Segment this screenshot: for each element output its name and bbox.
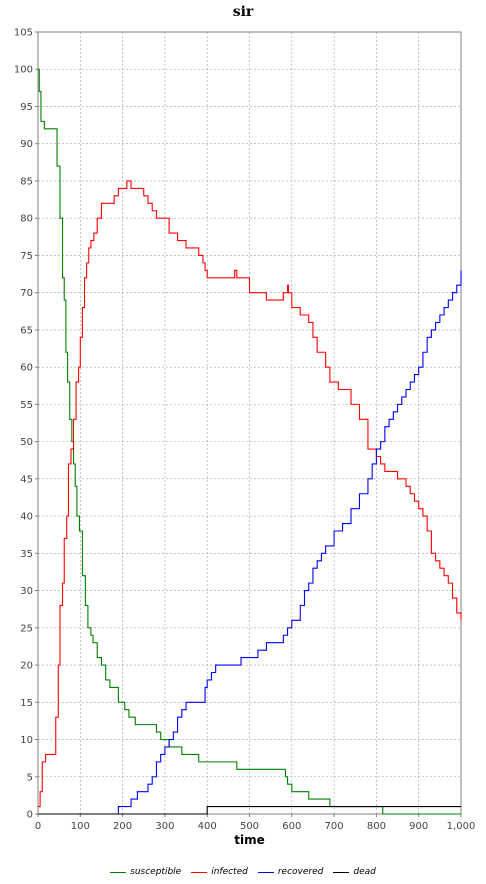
x-tick-label: 1,000: [447, 821, 476, 832]
x-tick-label: 500: [240, 821, 259, 832]
y-tick-label: 95: [20, 102, 33, 113]
series-line-dead: [38, 806, 461, 815]
x-tick-label: 0: [35, 821, 41, 832]
y-tick-label: 100: [14, 65, 33, 76]
chart-title: sir: [232, 4, 254, 20]
y-tick-label: 10: [20, 735, 33, 746]
y-tick-label: 55: [20, 400, 33, 411]
legend-label: susceptible: [130, 867, 182, 877]
legend-swatch: [333, 871, 350, 873]
legend-item-susceptible: susceptible: [110, 867, 181, 877]
x-tick-label: 700: [325, 821, 344, 832]
x-axis-label: time: [234, 833, 265, 847]
legend-swatch: [191, 871, 208, 873]
y-tick-label: 30: [20, 586, 33, 597]
y-tick-label: 60: [20, 363, 33, 374]
legend-label: recovered: [277, 867, 324, 877]
legend-swatch: [257, 871, 274, 873]
x-tick-label: 600: [282, 821, 301, 832]
legend-item-dead: dead: [333, 867, 376, 877]
grid-layer: [37, 31, 462, 815]
y-tick-label: 40: [20, 512, 33, 523]
series-line-infected: [38, 180, 462, 808]
y-tick-label: 5: [27, 772, 33, 783]
y-tick-label: 25: [20, 623, 33, 634]
legend-item-recovered: recovered: [257, 867, 324, 877]
y-tick-label: 0: [27, 810, 33, 821]
y-tick-label: 65: [20, 325, 33, 336]
x-tick-label: 800: [367, 821, 386, 832]
y-tick-label: 20: [20, 661, 33, 672]
series-layer: [38, 68, 462, 815]
y-tick-label: 105: [14, 28, 33, 39]
legend-item-infected: infected: [191, 867, 248, 877]
y-tick-label: 85: [20, 176, 33, 187]
legend: susceptible infected recovered dead: [0, 864, 486, 880]
y-tick-label: 45: [20, 474, 33, 485]
y-tick-label: 80: [20, 214, 33, 225]
series-line-susceptible: [38, 68, 461, 815]
y-tick-label: 75: [20, 251, 33, 262]
y-tick-label: 15: [20, 698, 33, 709]
x-tick-label: 100: [71, 821, 90, 832]
x-tick-label: 300: [155, 821, 174, 832]
legend-label: infected: [211, 867, 248, 877]
tick-layer: 0 100 200 300 400 500 600 700 800 900 1,000 0 5 10 15 2…: [14, 28, 475, 833]
y-tick-label: 50: [20, 437, 33, 448]
y-tick-label: 70: [20, 288, 33, 299]
x-tick-label: 900: [409, 821, 428, 832]
legend-label: dead: [353, 867, 376, 877]
series-line-recovered: [38, 270, 462, 815]
x-tick-label: 400: [198, 821, 217, 832]
y-tick-label: 35: [20, 549, 33, 560]
x-tick-label: 200: [113, 821, 132, 832]
y-tick-label: 90: [20, 139, 33, 150]
legend-swatch: [110, 871, 127, 873]
